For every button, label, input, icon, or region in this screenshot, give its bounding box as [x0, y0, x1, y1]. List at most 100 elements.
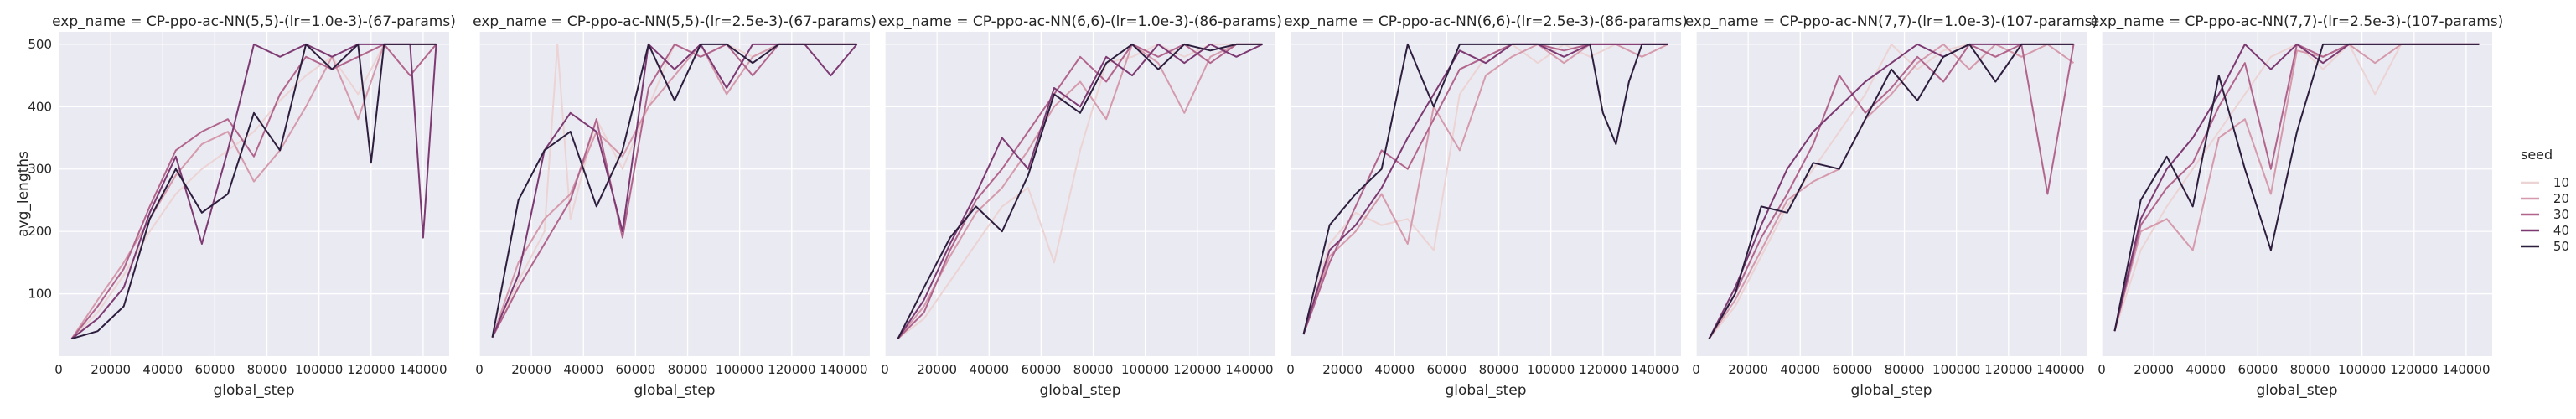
- series-lines: [2113, 43, 2480, 332]
- panel-3: 0 20000 40000 60000 80000 100000 120000 140000 g…: [878, 13, 1282, 399]
- gridlines: [884, 32, 1275, 356]
- x-tick-label: 140000: [2036, 362, 2084, 377]
- x-tick-label: 60000: [195, 362, 235, 377]
- series-line-seed-40: [1708, 43, 2074, 339]
- x-tick-label: 80000: [2290, 362, 2330, 377]
- series-line-seed-40: [1302, 43, 1668, 335]
- x-tick-label: 100000: [716, 362, 763, 377]
- x-axis-label: global_step: [1445, 382, 1526, 399]
- panel-title: exp_name = CP-ppo-ac-NN(5,5)-(lr=2.5e-3)…: [473, 13, 877, 30]
- y-tick-label: 200: [28, 224, 52, 239]
- y-tick-label: 400: [28, 99, 52, 114]
- chart-panels: 0 20000 40000 60000 80000 100000 120000 1400001…: [15, 13, 2503, 399]
- x-tick-label: 60000: [1833, 362, 1873, 377]
- y-tick-label: 500: [28, 37, 52, 52]
- x-tick-label: 0: [2098, 362, 2106, 377]
- legend-entry-40: 40: [2521, 223, 2569, 238]
- x-tick-label: 120000: [1579, 362, 1627, 377]
- x-tick-label: 140000: [2442, 362, 2490, 377]
- series-line-seed-50: [1708, 43, 2074, 339]
- panel-2: 0 20000 40000 60000 80000 100000 120000 140000 g…: [473, 13, 877, 399]
- plot-background: [479, 32, 870, 356]
- x-tick-label: 140000: [399, 362, 447, 377]
- panel-title: exp_name = CP-ppo-ac-NN(6,6)-(lr=1.0e-3)…: [878, 13, 1282, 30]
- plot-background: [2102, 32, 2492, 356]
- panel-title: exp_name = CP-ppo-ac-NN(7,7)-(lr=2.5e-3)…: [2091, 13, 2504, 30]
- legend-entry-20: 20: [2521, 191, 2569, 206]
- x-tick-labels: 0 20000 40000 60000 80000 100000 120000 140000: [54, 362, 447, 377]
- legend-entry-50: 50: [2521, 239, 2569, 254]
- y-tick-label: 300: [28, 162, 52, 177]
- series-line-seed-20: [897, 43, 1263, 339]
- x-tick-label: 140000: [1225, 362, 1273, 377]
- series-line-seed-50: [1302, 43, 1668, 335]
- gridlines: [1290, 32, 1681, 356]
- gridlines: [478, 32, 870, 356]
- x-tick-label: 100000: [1527, 362, 1575, 377]
- x-tick-label: 20000: [511, 362, 551, 377]
- x-axis-label: global_step: [2256, 382, 2337, 399]
- x-axis-label: global_step: [634, 382, 715, 399]
- x-tick-label: 20000: [1728, 362, 1768, 377]
- x-tick-label: 80000: [668, 362, 708, 377]
- x-tick-label: 140000: [820, 362, 867, 377]
- x-tick-label: 120000: [1984, 362, 2032, 377]
- series-line-seed-30: [897, 43, 1263, 339]
- series-line-seed-50: [2113, 43, 2480, 332]
- x-tick-label: 0: [1286, 362, 1295, 377]
- x-tick-label: 100000: [1121, 362, 1169, 377]
- x-tick-label: 40000: [563, 362, 603, 377]
- x-tick-label: 100000: [295, 362, 343, 377]
- series-lines: [491, 43, 858, 339]
- x-tick-label: 0: [1692, 362, 1700, 377]
- legend-label: 10: [2553, 175, 2569, 190]
- x-tick-label: 20000: [1322, 362, 1363, 377]
- x-tick-label: 100000: [1932, 362, 1980, 377]
- x-tick-label: 140000: [1631, 362, 1679, 377]
- x-tick-label: 0: [881, 362, 889, 377]
- panel-title: exp_name = CP-ppo-ac-NN(5,5)-(lr=1.0e-3)…: [52, 13, 456, 30]
- series-line-seed-30: [70, 43, 437, 339]
- x-tick-labels: 0 20000 40000 60000 80000 100000 120000 140000: [1692, 362, 2084, 377]
- x-tick-label: 80000: [1479, 362, 1519, 377]
- series-line-seed-50: [491, 43, 857, 338]
- y-axis-label: avg_lengths: [15, 151, 32, 237]
- x-axis-label: global_step: [213, 382, 294, 399]
- plot-background: [1291, 32, 1681, 356]
- y-tick-labels: 100 200 300 400 500: [28, 37, 52, 302]
- x-tick-label: 80000: [1885, 362, 1925, 377]
- x-tick-label: 120000: [347, 362, 395, 377]
- panel-1: 0 20000 40000 60000 80000 100000 120000 140000 1…: [15, 13, 456, 399]
- panel-6: 0 20000 40000 60000 80000 100000 120000 140000 g…: [2091, 13, 2504, 399]
- x-tick-label: 120000: [2390, 362, 2438, 377]
- x-axis-label: global_step: [1039, 382, 1120, 399]
- x-tick-label: 40000: [2185, 362, 2226, 377]
- x-tick-label: 80000: [247, 362, 287, 377]
- series-lines: [1302, 43, 1668, 335]
- series-line-seed-20: [1708, 43, 2075, 339]
- series-lines: [1708, 43, 2075, 339]
- x-tick-label: 40000: [969, 362, 1009, 377]
- x-tick-label: 20000: [917, 362, 957, 377]
- legend-entry-10: 10: [2521, 175, 2569, 190]
- x-tick-label: 80000: [1073, 362, 1114, 377]
- x-tick-label: 20000: [91, 362, 131, 377]
- x-tick-label: 60000: [1022, 362, 1062, 377]
- x-tick-label: 100000: [2338, 362, 2386, 377]
- panel-5: 0 20000 40000 60000 80000 100000 120000 140000 g…: [1685, 13, 2098, 399]
- x-tick-label: 60000: [616, 362, 656, 377]
- series-lines: [897, 43, 1263, 339]
- legend-label: 30: [2553, 207, 2569, 222]
- legend-label: 40: [2553, 223, 2569, 238]
- series-line-seed-50: [897, 43, 1263, 339]
- x-tick-label: 40000: [1780, 362, 1820, 377]
- legend-title: seed: [2521, 147, 2553, 163]
- plot-background: [59, 32, 449, 356]
- x-tick-labels: 0 20000 40000 60000 80000 100000 120000 140000: [881, 362, 1273, 377]
- x-tick-labels: 0 20000 40000 60000 80000 100000 120000 140000: [475, 362, 867, 377]
- x-tick-label: 120000: [1173, 362, 1221, 377]
- panel-title: exp_name = CP-ppo-ac-NN(7,7)-(lr=1.0e-3)…: [1685, 13, 2098, 30]
- series-lines: [70, 43, 437, 340]
